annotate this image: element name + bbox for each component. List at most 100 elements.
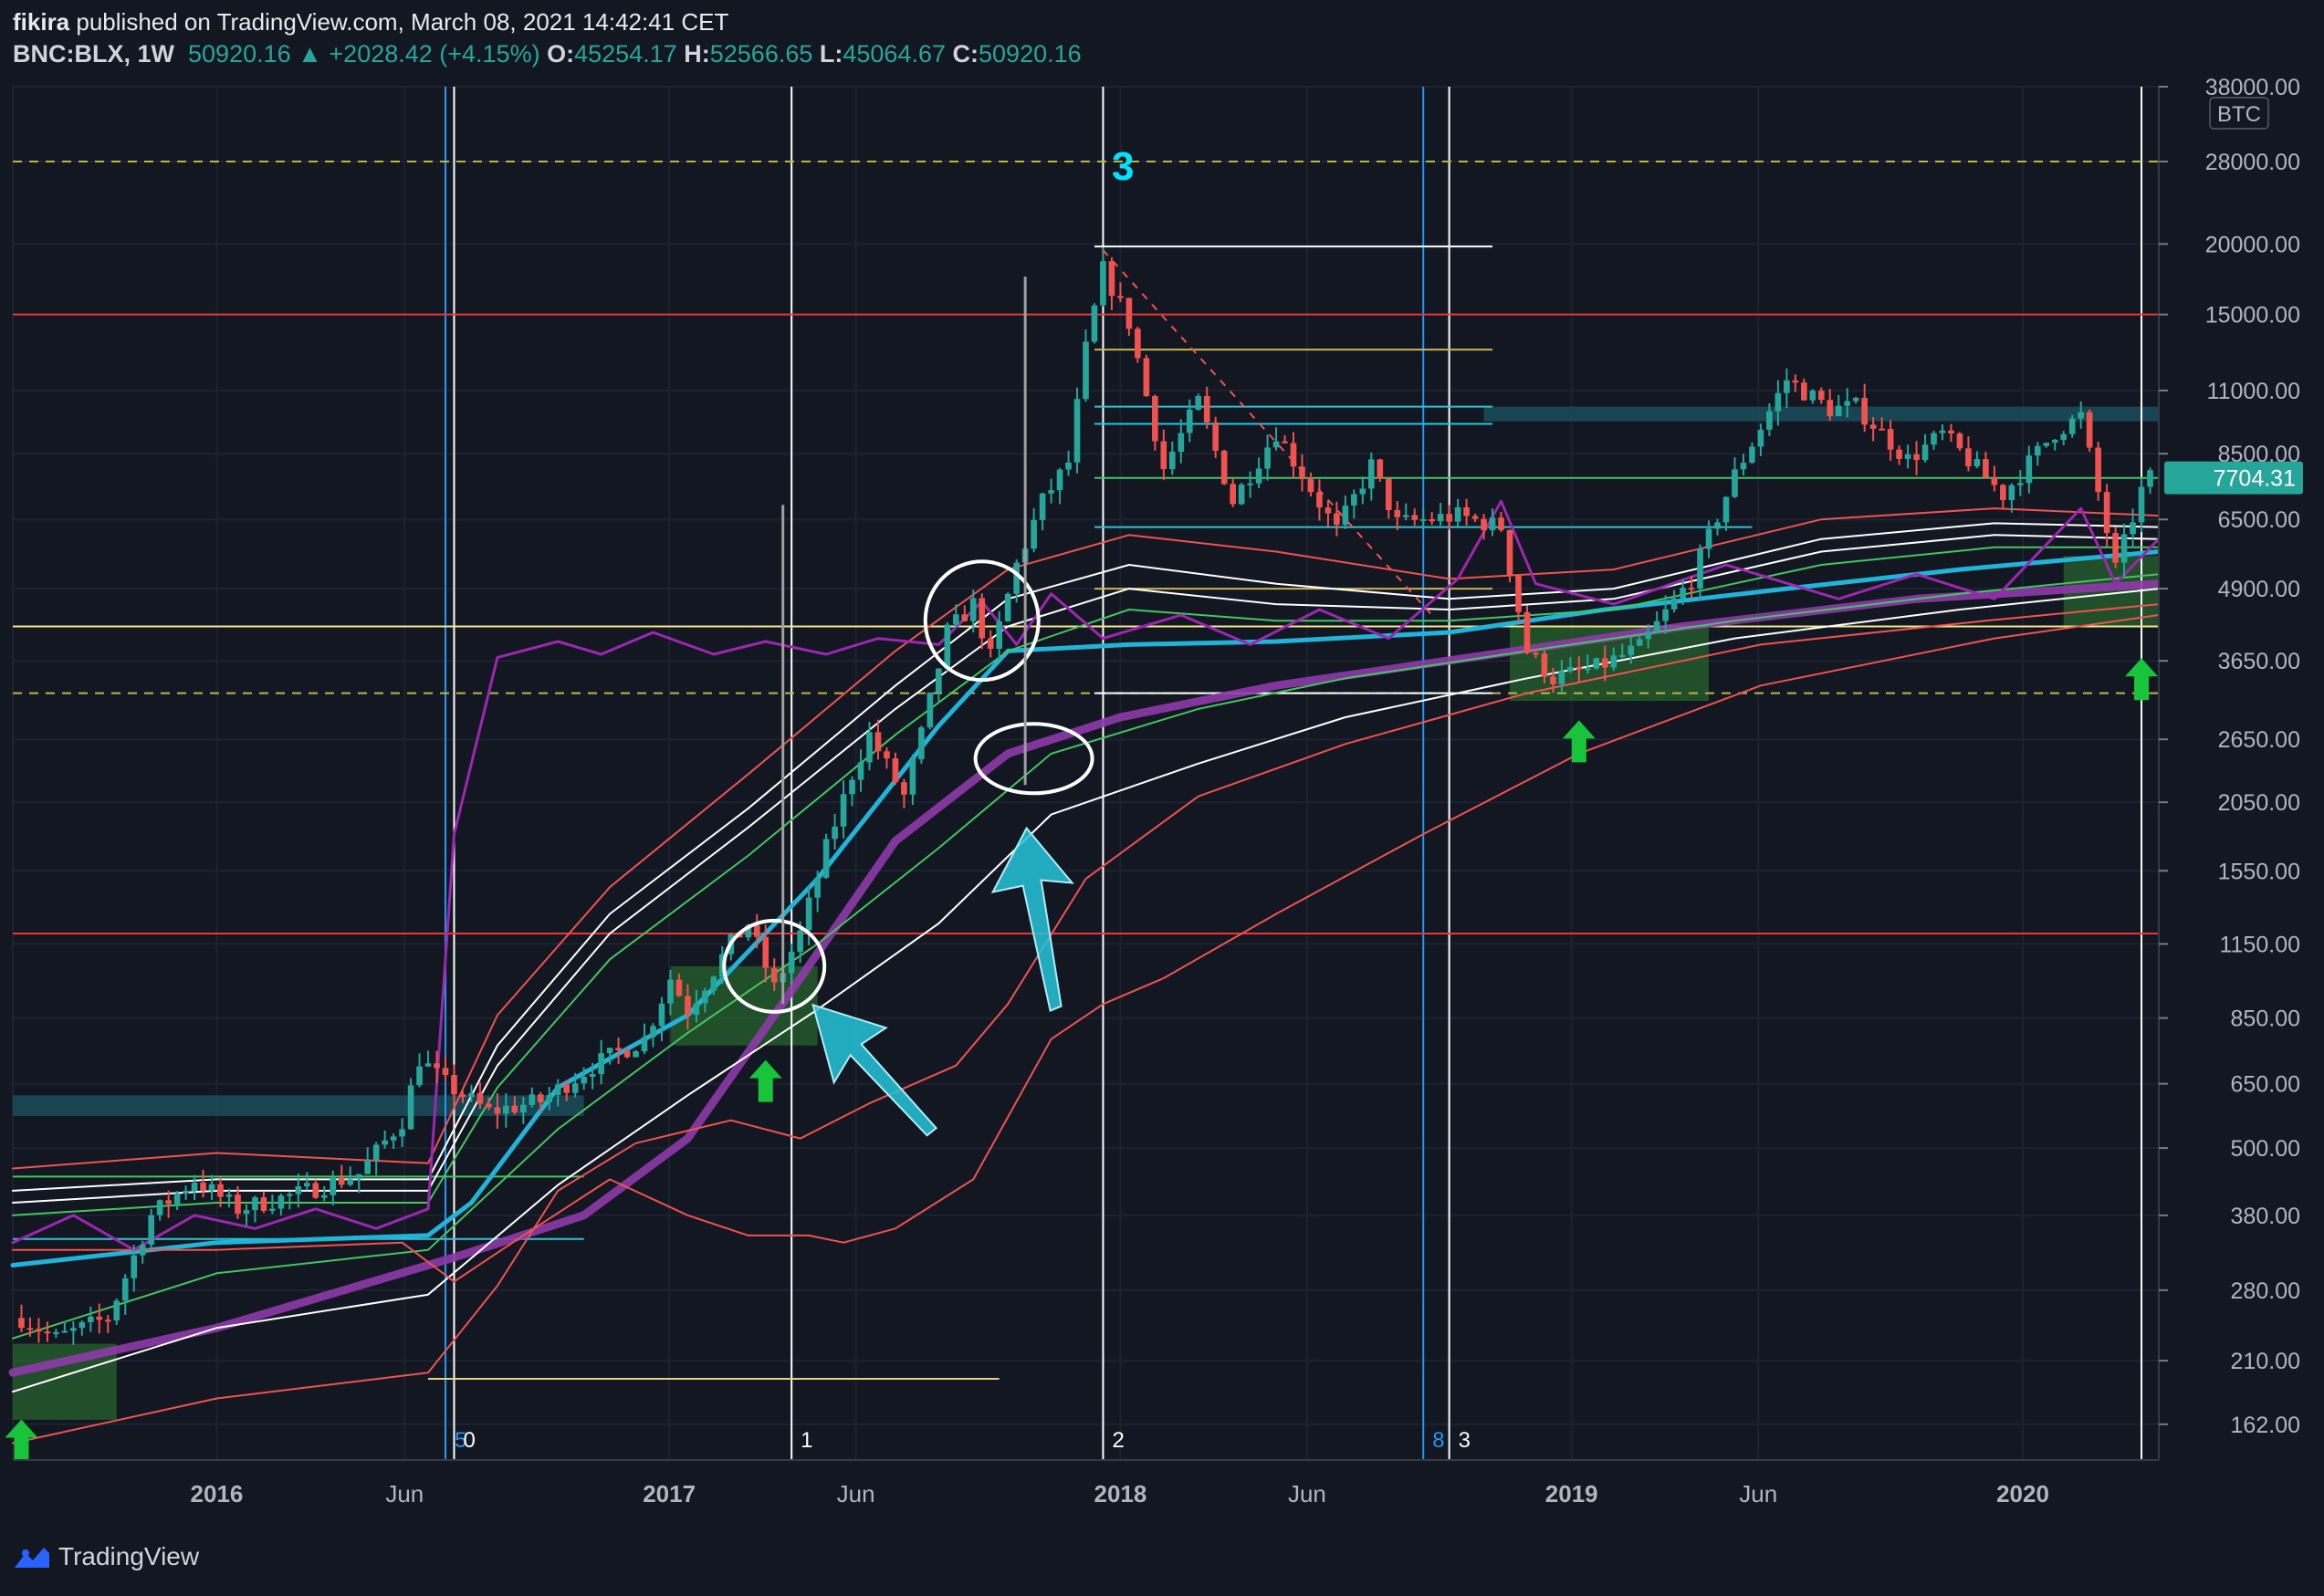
candle-down [1550, 676, 1556, 684]
candle-up [2051, 440, 2058, 443]
candle-down [563, 1084, 571, 1093]
x-tick-label: Jun [1739, 1480, 1777, 1507]
indicator-line [12, 573, 2160, 1340]
candle-up [468, 1092, 475, 1098]
author-name[interactable]: fikira [13, 8, 70, 36]
candle-up [996, 621, 1003, 649]
candle-up [797, 930, 803, 953]
indicator-line [12, 588, 2160, 1393]
candle-up [633, 1051, 639, 1058]
candle-up [2034, 445, 2041, 456]
candle-down [1316, 492, 1323, 508]
candle-down [1117, 296, 1124, 298]
candle-up [814, 877, 821, 898]
candle-up [1168, 451, 1176, 470]
published-text: published on TradingView.com, March 08, … [76, 8, 729, 36]
candle-down [1299, 466, 1305, 480]
candle-up [832, 826, 838, 840]
x-tick-label: 2017 [643, 1480, 696, 1507]
candle-up [2060, 433, 2068, 441]
y-tick-label: 15000.00 [2205, 303, 2300, 329]
candle-up [1585, 668, 1591, 671]
x-tick-label: 2018 [1094, 1480, 1146, 1507]
candle-up [131, 1255, 138, 1278]
candle-up [1083, 341, 1089, 400]
y-tick-label: 3650.00 [2218, 649, 2300, 674]
candle-up [364, 1160, 371, 1174]
symbol-label[interactable]: BNC:BLX, 1W [13, 39, 174, 68]
x-tick-label: Jun [1288, 1480, 1326, 1507]
green-up-arrow-icon [5, 1419, 38, 1462]
candle-down [1377, 459, 1384, 479]
candle-up [546, 1094, 553, 1103]
candle-down [235, 1194, 241, 1215]
candle-down [36, 1329, 42, 1332]
candle-up [1593, 658, 1600, 669]
highlight-circle [722, 918, 827, 1014]
candle-up [1031, 519, 1037, 549]
candle-up [372, 1144, 380, 1161]
candle-down [442, 1068, 449, 1076]
candle-up [1558, 671, 1565, 684]
candle-up [1272, 441, 1280, 448]
candle-down [1861, 398, 1869, 425]
last-price-value: 50920.16 [188, 39, 291, 68]
candle-up [1921, 444, 1929, 461]
green-up-arrow-icon [2125, 658, 2159, 701]
candle-up [554, 1084, 561, 1095]
candle-down [1991, 477, 1998, 485]
candle-up [2138, 486, 2145, 523]
candle-up [1809, 391, 1816, 401]
candle-up [2078, 412, 2084, 419]
wave-annotation: 3 [1112, 144, 1134, 189]
chart-header: fikira published on TradingView.com, Mar… [13, 7, 1082, 70]
candle-up [1844, 401, 1851, 406]
candle-down [104, 1320, 111, 1322]
candle-down [1108, 261, 1115, 297]
y-tick-label: 380.00 [2231, 1204, 2300, 1229]
x-tick-label: Jun [385, 1480, 424, 1507]
candle-up [1567, 666, 1574, 672]
footer-brand[interactable]: TradingView [13, 1542, 199, 1571]
vertical-line-label: 5 [455, 1428, 466, 1453]
candle-up [390, 1136, 397, 1141]
x-tick-label: 2020 [1996, 1480, 2049, 1507]
candle-up [183, 1191, 189, 1194]
y-tick-label: 2650.00 [2218, 727, 2300, 753]
candle-down [1324, 507, 1332, 514]
candle-up [866, 732, 873, 763]
candle-up [1852, 398, 1859, 402]
close-value: 50920.16 [979, 39, 1082, 68]
candle-up [79, 1321, 86, 1329]
y-tick-label: 11000.00 [2207, 379, 2300, 404]
candle-up [788, 952, 795, 974]
candle-up [399, 1129, 405, 1137]
high-value: 52566.65 [709, 39, 813, 68]
currency-box [2209, 97, 2269, 130]
green-up-arrow-icon [1562, 720, 1596, 763]
candle-up [1628, 645, 1635, 655]
candle-up [1359, 488, 1366, 495]
cyan-arrow-icon [811, 1003, 938, 1137]
drawings: 3 [5, 144, 2159, 1462]
axes: 38000.00 28000.00 20000.00 15000.00 11000.00… [0, 75, 2324, 1520]
up-triangle-icon: ▲ [298, 39, 322, 68]
low-label: L: [819, 39, 843, 68]
candle-up [1351, 494, 1357, 506]
candle-down [1801, 382, 1807, 401]
x-tick-label: Jun [837, 1480, 875, 1507]
published-line: fikira published on TradingView.com, Mar… [13, 7, 1082, 38]
candle-up [355, 1174, 362, 1180]
low-value: 45064.67 [843, 39, 946, 68]
band-2019-teal [1483, 406, 2159, 422]
candle-down [1463, 506, 1470, 516]
candle-up [519, 1104, 527, 1113]
y-tick-label: 1550.00 [2218, 859, 2300, 884]
candle-down [1429, 519, 1436, 522]
candle-up [936, 668, 942, 693]
brand-name: TradingView [58, 1542, 200, 1570]
candle-down [1135, 329, 1141, 359]
candle-up [1013, 562, 1020, 594]
candle-up [1073, 399, 1081, 463]
